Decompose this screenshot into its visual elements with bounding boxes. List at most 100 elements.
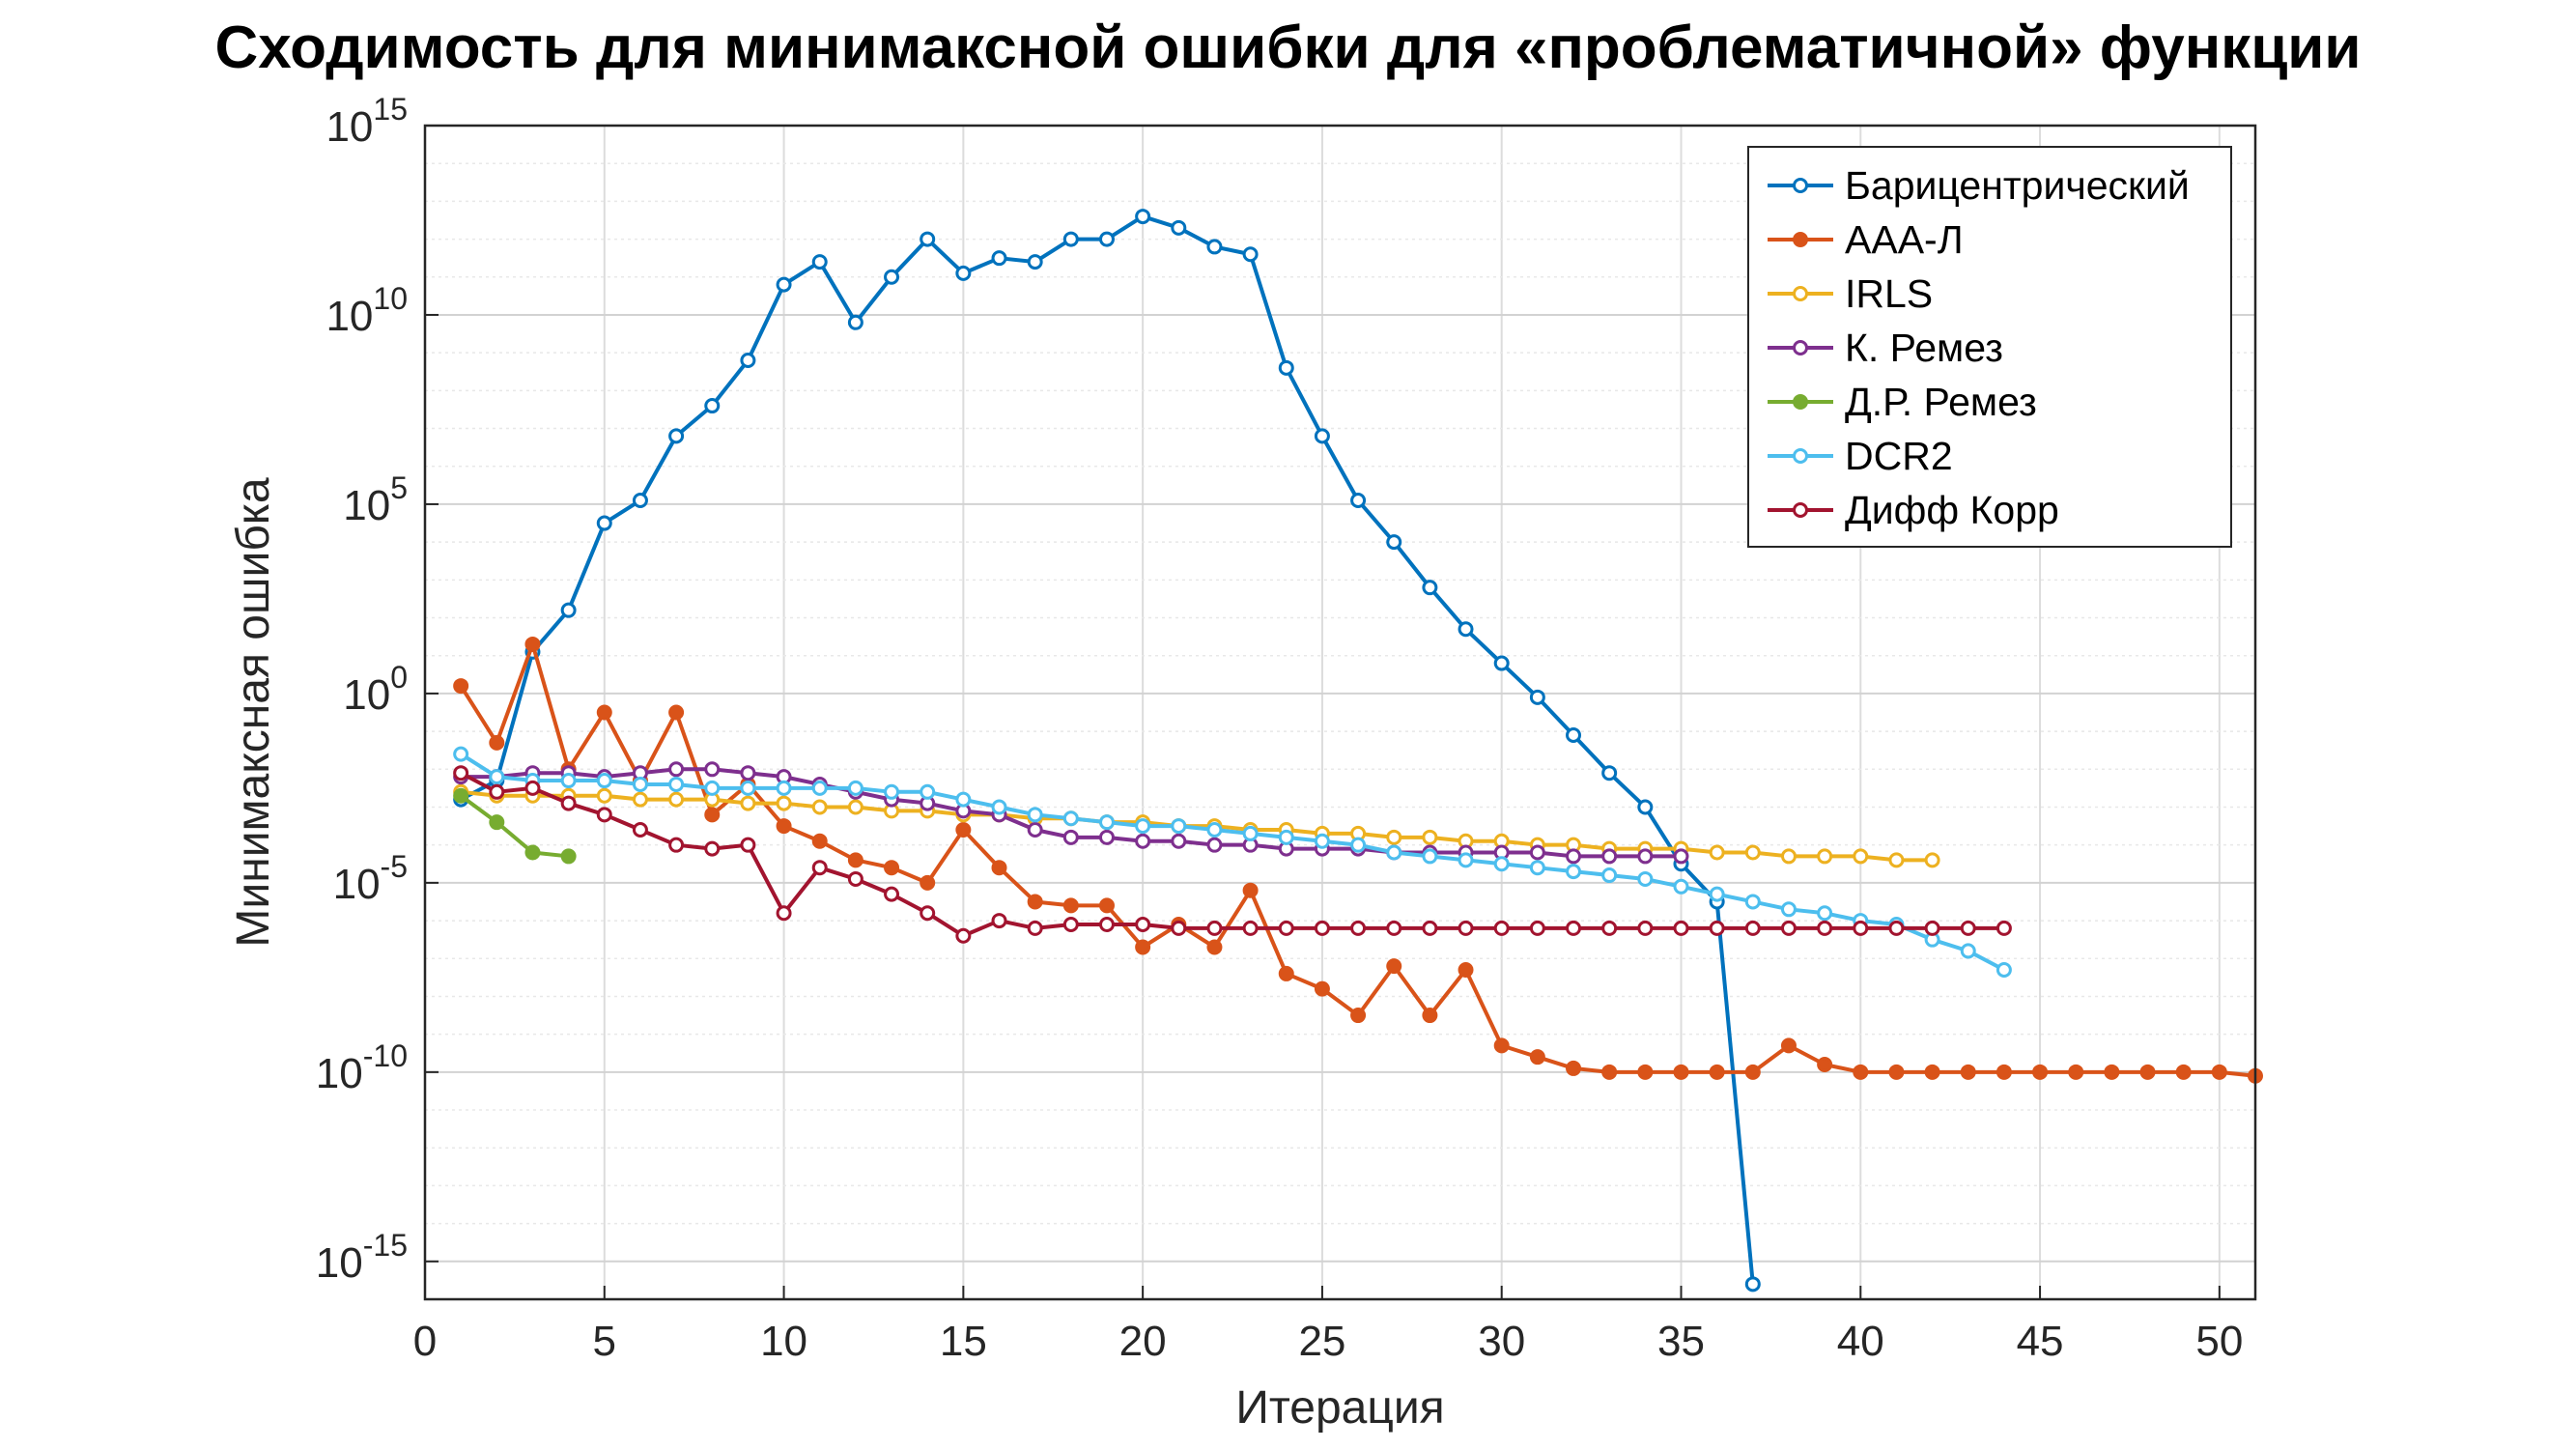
data-point (955, 791, 972, 808)
legend-label: Барицентрический (1845, 163, 2190, 208)
data-point (847, 852, 863, 868)
data-point (1278, 829, 1294, 845)
data-point (1386, 829, 1402, 845)
data-point (1493, 856, 1510, 872)
data-point (1422, 1008, 1438, 1024)
data-point (668, 837, 685, 853)
data-point (1135, 833, 1151, 849)
axis-ticks: 0 5 10 15 20 25 30 35 40 45 501015101010510010-510… (316, 92, 2244, 1365)
series-7 (453, 765, 2012, 944)
data-point (1314, 980, 1330, 997)
data-point (668, 791, 685, 808)
data-point (740, 353, 756, 368)
data-point (991, 250, 1007, 267)
data-point (1744, 1276, 1761, 1293)
data-point (991, 913, 1007, 929)
data-point (955, 927, 972, 944)
series-1 (453, 209, 1761, 1293)
data-point (776, 905, 792, 922)
data-point (596, 773, 612, 789)
data-point (1422, 920, 1438, 936)
data-point (1386, 534, 1402, 551)
x-tick-label: 25 (1298, 1318, 1345, 1365)
data-point (920, 905, 936, 922)
x-tick-label: 40 (1837, 1318, 1884, 1365)
data-point (1529, 920, 1545, 936)
data-point (1709, 844, 1725, 861)
data-point (955, 265, 972, 281)
series-line (460, 752, 2005, 972)
data-point (1458, 920, 1474, 936)
legend-marker (1793, 232, 1808, 247)
data-point (1888, 852, 1905, 868)
data-point (1458, 852, 1474, 868)
y-tick-label: 10-5 (333, 849, 408, 908)
data-point (1386, 958, 1402, 975)
data-point (524, 636, 541, 652)
data-point (1960, 1064, 1976, 1080)
data-point (1062, 897, 1079, 914)
data-point (811, 799, 828, 815)
data-point (1386, 844, 1402, 861)
series-6 (453, 746, 2012, 979)
data-point (1566, 727, 1582, 744)
data-point (668, 776, 685, 792)
y-tick-label: 100 (343, 660, 408, 719)
data-point (560, 848, 577, 865)
data-point (1853, 848, 1869, 865)
data-point (1098, 916, 1115, 932)
legend-item: ААА-Л (1768, 217, 1964, 262)
y-axis-label: Минимаксная ошибка (228, 477, 279, 947)
data-point (1888, 920, 1905, 936)
data-point (1493, 920, 1510, 936)
data-point (1458, 962, 1474, 979)
data-point (1673, 1064, 1689, 1080)
data-point (2211, 1064, 2227, 1080)
data-point (560, 795, 577, 811)
data-point (776, 780, 792, 796)
legend-marker (1793, 340, 1808, 355)
data-point (453, 678, 469, 695)
data-point (991, 799, 1007, 815)
legend-item: Барицентрический (1768, 163, 2190, 208)
data-point (847, 870, 863, 887)
data-point (1601, 848, 1618, 865)
data-point (596, 807, 612, 823)
y-tick-label: 10-15 (316, 1228, 408, 1287)
data-point (1924, 920, 1940, 936)
data-point (2139, 1064, 2156, 1080)
x-tick-label: 10 (760, 1318, 807, 1365)
data-point (1171, 833, 1187, 849)
y-tick-label: 1015 (326, 92, 408, 151)
data-point (1780, 848, 1797, 865)
data-point (1709, 1064, 1725, 1080)
legend-label: Дифф Корр (1845, 488, 2059, 532)
data-point (2104, 1064, 2120, 1080)
data-point (632, 791, 648, 808)
legend-item: IRLS (1768, 271, 1933, 316)
x-tick-label: 20 (1119, 1318, 1167, 1365)
data-point (1314, 833, 1330, 849)
data-point (1386, 920, 1402, 936)
data-point (1278, 359, 1294, 376)
data-point (1960, 920, 1976, 936)
data-point (1996, 962, 2012, 979)
data-point (1924, 1064, 1940, 1080)
data-point (740, 765, 756, 781)
data-point (1278, 965, 1294, 981)
data-point (1709, 886, 1725, 902)
data-point (1135, 209, 1151, 225)
data-point (740, 780, 756, 796)
x-tick-label: 50 (2195, 1318, 2243, 1365)
data-point (1817, 905, 1833, 922)
data-point (632, 822, 648, 838)
y-tick-label: 105 (343, 470, 408, 529)
data-point (920, 231, 936, 247)
data-point (1062, 810, 1079, 827)
data-point (560, 773, 577, 789)
data-point (1422, 848, 1438, 865)
data-point (811, 833, 828, 849)
data-point (632, 493, 648, 509)
data-point (1242, 825, 1259, 841)
